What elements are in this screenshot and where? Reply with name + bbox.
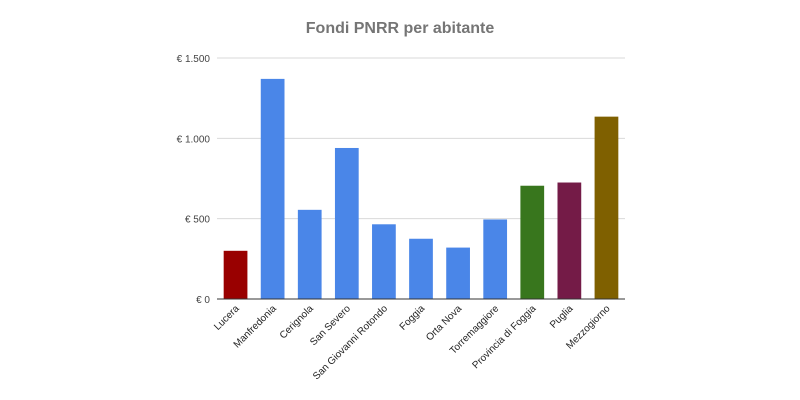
bar-provincia-di-foggia (520, 185, 545, 299)
y-tick-label: € 1.500 (177, 54, 211, 65)
y-tick-label: € 1.000 (177, 134, 211, 145)
bar-cerignola (297, 209, 322, 299)
bar-san-severo (334, 147, 359, 299)
bar-orta-nova (446, 247, 470, 299)
bar-manfredonia (260, 78, 285, 300)
bar-lucera (223, 250, 248, 299)
bar-foggia (409, 238, 433, 299)
bar-mezzogiorno (594, 116, 619, 299)
x-tick-label: Cerignola (278, 303, 316, 341)
gridlines (217, 57, 625, 220)
x-tick-label: Lucera (212, 303, 242, 333)
bar-san-giovanni-rotondo (372, 224, 396, 299)
x-tick-label: San Giovanni Rotondo (311, 303, 390, 382)
chart-title: Fondi PNRR per abitante (305, 20, 495, 37)
y-axis-ticks: € 0 € 500 € 1.000 € 1.500 (177, 54, 211, 306)
bars (223, 78, 619, 300)
y-tick-label: € 500 (185, 215, 210, 226)
y-tick-label: € 0 (196, 295, 210, 306)
x-tick-label: Provincia di Foggia (470, 303, 538, 371)
bar-torremaggiore (483, 219, 508, 299)
bar-puglia (557, 182, 582, 299)
x-tick-label: Foggia (398, 303, 428, 333)
x-tick-label: Puglia (548, 303, 576, 331)
